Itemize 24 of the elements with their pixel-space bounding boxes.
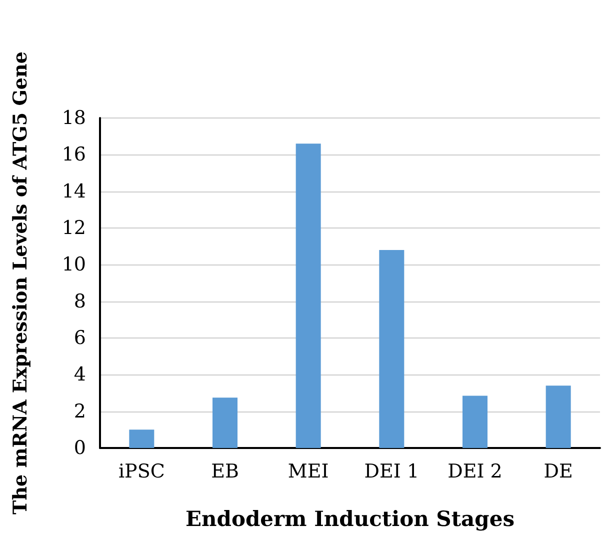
x-tick-label: DEI 1 — [364, 460, 420, 482]
bar — [129, 430, 154, 448]
y-tick-label: 16 — [62, 144, 86, 166]
bar — [546, 386, 571, 448]
y-tick-label: 0 — [74, 437, 86, 459]
y-tick-label: 6 — [74, 327, 86, 349]
x-tick-label: DE — [544, 460, 573, 482]
x-tick-label: DEI 2 — [448, 460, 502, 482]
bar — [379, 250, 404, 448]
y-tick-label: 12 — [62, 217, 86, 239]
y-tick-label: 10 — [62, 254, 86, 276]
y-tick-label: 18 — [62, 107, 86, 129]
y-tick-label: 8 — [74, 290, 86, 312]
bar — [212, 398, 238, 448]
y-axis-title: The mRNA Expression Levels of ATG5 Gene — [10, 52, 32, 514]
y-tick-label: 4 — [74, 364, 86, 386]
bar — [462, 396, 488, 448]
y-tick-label: 2 — [74, 400, 86, 422]
bar — [296, 144, 321, 448]
x-axis-title: Endoderm Induction Stages — [185, 506, 515, 531]
x-tick-label: EB — [211, 460, 239, 482]
y-tick-label: 14 — [62, 180, 86, 202]
x-tick-label: MEI — [288, 460, 329, 482]
x-tick-label: iPSC — [118, 460, 165, 482]
